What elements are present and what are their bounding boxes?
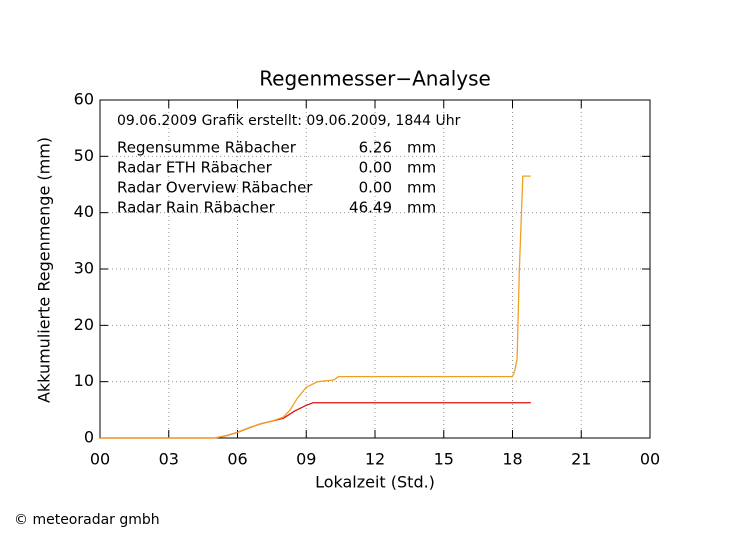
legend-total: 0.00	[359, 179, 392, 197]
x-tick-label: 18	[502, 450, 522, 469]
series-line	[100, 175, 531, 439]
x-tick-label: 09	[296, 450, 316, 469]
legend-unit: mm	[407, 139, 436, 157]
legend-unit: mm	[407, 159, 436, 177]
x-tick-label: 00	[640, 450, 660, 469]
legend-label: Radar ETH Räbacher	[117, 159, 273, 177]
y-tick-label: 20	[74, 315, 94, 334]
x-tick-label: 12	[365, 450, 385, 469]
legend-total: 6.26	[359, 139, 392, 157]
legend-unit: mm	[407, 179, 436, 197]
y-axis-label: Akkumulierte Regenmenge (mm)	[35, 137, 54, 403]
x-tick-label: 06	[227, 450, 247, 469]
y-tick-label: 10	[74, 371, 94, 390]
x-tick-label: 03	[159, 450, 179, 469]
x-tick-label: 15	[434, 450, 454, 469]
footer: © meteoradar gmbh	[14, 512, 160, 528]
legend-unit: mm	[407, 199, 436, 217]
legend-total: 0.00	[359, 159, 392, 177]
legend-label: Radar Overview Räbacher	[117, 179, 313, 197]
y-tick-label: 0	[84, 428, 94, 447]
y-tick-label: 60	[74, 90, 94, 109]
legend-label: Radar Rain Räbacher	[117, 199, 276, 217]
legend-total: 46.49	[349, 199, 392, 217]
y-tick-label: 30	[74, 259, 94, 278]
chart-title: Regenmesser−Analyse	[259, 67, 491, 91]
y-tick-label: 50	[74, 146, 94, 165]
plot-frame	[99, 99, 651, 439]
x-tick-label: 00	[90, 450, 110, 469]
legend-label: Regensumme Räbacher	[117, 139, 297, 157]
x-axis-label: Lokalzeit (Std.)	[315, 473, 435, 492]
series-line	[100, 402, 531, 439]
y-tick-label: 40	[74, 202, 94, 221]
x-tick-label: 21	[571, 450, 591, 469]
